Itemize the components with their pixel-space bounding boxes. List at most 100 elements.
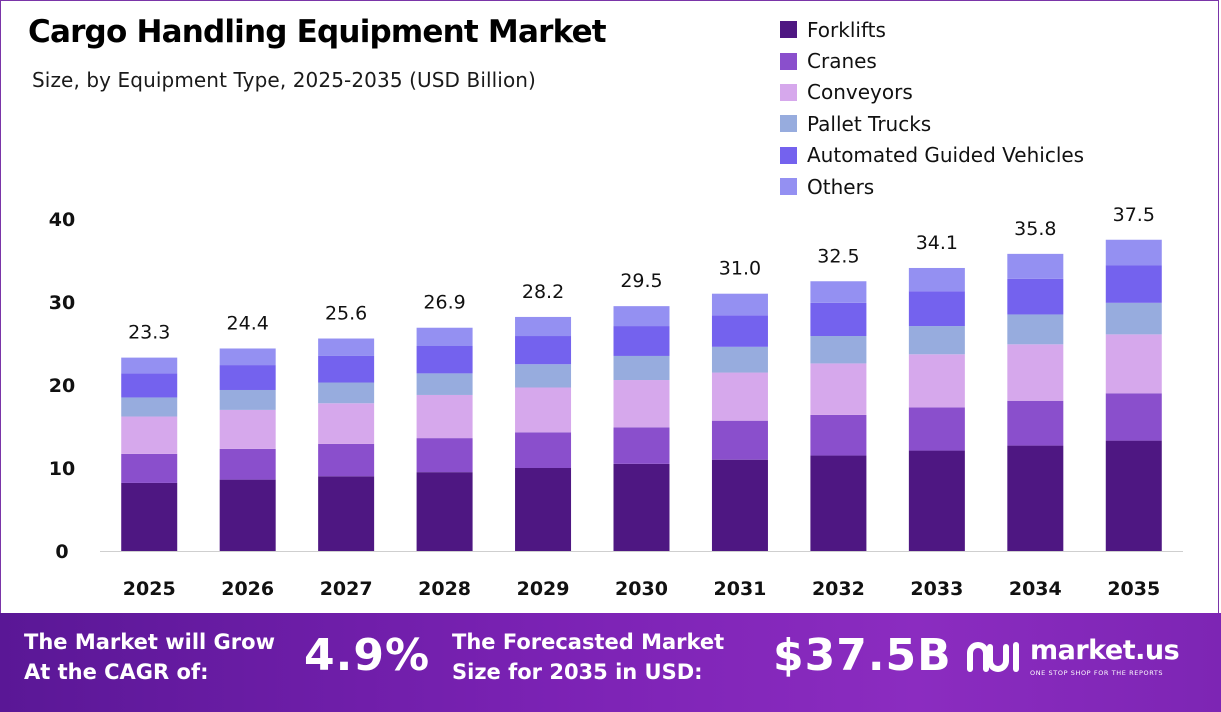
x-tick-label: 2026	[221, 578, 274, 600]
legend-item-cranes: Cranes	[780, 45, 1084, 76]
bar-segment-forklifts-2026	[219, 479, 276, 551]
bar-segment-pallet-trucks-2025	[121, 397, 178, 417]
total-label: 25.6	[325, 303, 367, 325]
bar-segment-automated-guided-vehicles-2029	[515, 336, 572, 365]
bar-segment-automated-guided-vehicles-2028	[416, 345, 473, 374]
bar-segment-others-2025	[121, 357, 178, 374]
x-tick-label: 2032	[812, 578, 865, 600]
bar-segment-others-2033	[908, 267, 965, 292]
legend-swatch-agv	[780, 146, 797, 164]
bar-segment-pallet-trucks-2033	[908, 326, 965, 355]
cagr-caption-line1: The Market will Grow	[24, 630, 275, 654]
bar-segment-others-2028	[416, 327, 473, 346]
legend-label-cranes: Cranes	[807, 49, 877, 74]
bar-segment-forklifts-2025	[121, 482, 178, 551]
bar-segment-automated-guided-vehicles-2033	[908, 291, 965, 327]
y-tick-label: 20	[49, 375, 75, 397]
bar-segment-conveyors-2035	[1105, 334, 1162, 394]
legend-swatch-forklifts	[780, 21, 797, 39]
bar-segment-cranes-2030	[613, 427, 670, 464]
total-label: 28.2	[522, 281, 564, 303]
legend-item-forklifts: Forklifts	[780, 14, 1084, 45]
bar-segment-others-2030	[613, 306, 670, 327]
bar-segment-others-2035	[1105, 239, 1162, 266]
bar-segment-pallet-trucks-2032	[810, 336, 867, 364]
bar-segment-cranes-2031	[711, 420, 768, 460]
legend-label-agv: Automated Guided Vehicles	[807, 143, 1085, 168]
bar-segment-forklifts-2032	[810, 455, 867, 551]
total-label: 23.3	[128, 322, 170, 344]
bar-segment-conveyors-2029	[515, 387, 572, 433]
legend-swatch-pallet-trucks	[780, 115, 797, 133]
bar-segment-others-2034	[1007, 253, 1064, 279]
bar-segment-forklifts-2031	[711, 459, 768, 551]
total-label: 31.0	[719, 258, 761, 280]
bar-segment-conveyors-2034	[1007, 344, 1064, 401]
bar-segment-automated-guided-vehicles-2032	[810, 302, 867, 337]
x-tick-label: 2028	[418, 578, 471, 600]
total-label: 32.5	[817, 245, 859, 267]
legend-item-pallet-trucks: Pallet Trucks	[780, 108, 1084, 139]
x-tick-label: 2025	[123, 578, 176, 600]
chart-subtitle: Size, by Equipment Type, 2025-2035 (USD …	[32, 68, 536, 92]
total-label: 37.5	[1113, 204, 1155, 226]
x-tick-label: 2027	[320, 578, 373, 600]
y-tick-label: 10	[49, 458, 75, 480]
bar-segment-automated-guided-vehicles-2025	[121, 373, 178, 398]
bar-segment-cranes-2027	[318, 443, 375, 477]
legend-item-agv: Automated Guided Vehicles	[780, 140, 1084, 171]
total-label: 35.8	[1014, 218, 1056, 240]
x-tick-label: 2031	[714, 578, 767, 600]
bar-segment-automated-guided-vehicles-2027	[318, 355, 375, 383]
bar-segment-automated-guided-vehicles-2035	[1105, 265, 1162, 303]
bar-segment-forklifts-2027	[318, 476, 375, 551]
bar-segment-automated-guided-vehicles-2026	[219, 365, 276, 390]
bar-segment-pallet-trucks-2030	[613, 355, 670, 381]
cagr-caption: The Market will Grow At the CAGR of:	[24, 627, 275, 687]
legend-swatch-others	[780, 178, 797, 196]
total-label: 26.9	[423, 292, 465, 314]
bar-segment-forklifts-2033	[908, 450, 965, 551]
bar-segment-forklifts-2029	[515, 468, 572, 551]
bar-segment-cranes-2029	[515, 432, 572, 468]
x-tick-label: 2033	[910, 578, 963, 600]
market-us-logo-icon	[967, 642, 1019, 672]
legend-label-others: Others	[807, 174, 875, 199]
total-labels: 23.3 24.4 25.6 26.9 28.2 29.5 31.0 32.5 34.1 35.8…	[128, 204, 1155, 344]
bars	[121, 239, 1162, 551]
chart-title: Cargo Handling Equipment Market	[28, 14, 607, 50]
cagr-value: 4.9%	[304, 630, 431, 681]
total-label: 29.5	[620, 270, 662, 292]
x-tick-label: 2035	[1107, 578, 1160, 600]
bar-segment-others-2032	[810, 281, 867, 303]
legend-label-forklifts: Forklifts	[807, 17, 886, 42]
bar-segment-conveyors-2030	[613, 380, 670, 428]
cagr-caption-line2: At the CAGR of:	[24, 660, 209, 684]
bar-segment-forklifts-2035	[1105, 440, 1162, 551]
legend-swatch-cranes	[780, 52, 797, 70]
brand-name: market.us	[1030, 635, 1180, 666]
bar-segment-cranes-2032	[810, 414, 867, 456]
bar-segment-cranes-2028	[416, 438, 473, 473]
x-axis: 2025 2026 2027 2028 2029 2030 2031 2032 2033 2034…	[100, 551, 1183, 600]
bar-segment-pallet-trucks-2028	[416, 373, 473, 395]
legend-label-pallet-trucks: Pallet Trucks	[807, 111, 932, 136]
total-label: 24.4	[227, 312, 269, 334]
bar-segment-automated-guided-vehicles-2034	[1007, 278, 1064, 315]
forecast-caption-line2: Size for 2035 in USD:	[452, 660, 703, 684]
forecast-caption-line1: The Forecasted Market	[452, 630, 725, 654]
bar-segment-conveyors-2031	[711, 372, 768, 421]
y-axis: 0 10 20 30 40	[49, 209, 75, 563]
bar-segment-others-2029	[515, 316, 572, 337]
y-tick-label: 30	[49, 292, 75, 314]
bar-segment-cranes-2026	[219, 448, 276, 480]
bar-segment-pallet-trucks-2027	[318, 382, 375, 404]
bar-segment-automated-guided-vehicles-2030	[613, 326, 670, 356]
brand-tagline: ONE STOP SHOP FOR THE REPORTS	[1030, 669, 1164, 677]
bar-segment-conveyors-2027	[318, 403, 375, 444]
bar-segment-conveyors-2026	[219, 409, 276, 449]
bar-segment-others-2031	[711, 293, 768, 316]
legend-swatch-conveyors	[780, 83, 797, 101]
x-tick-label: 2030	[615, 578, 668, 600]
